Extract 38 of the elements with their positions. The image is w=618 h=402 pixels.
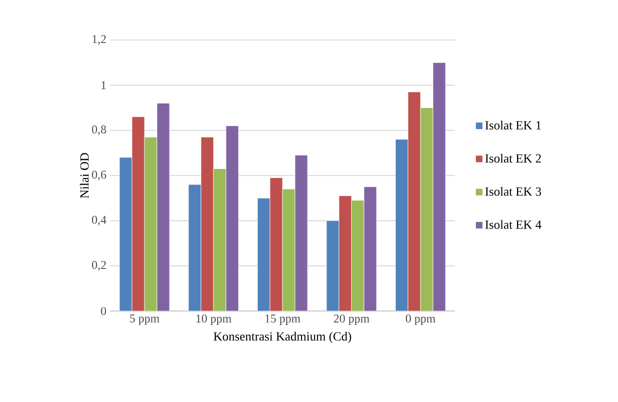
y-tick-label: 1,2 bbox=[92, 35, 106, 45]
bar bbox=[188, 184, 202, 311]
bar bbox=[156, 103, 170, 311]
bar bbox=[270, 178, 283, 311]
bar bbox=[119, 157, 132, 311]
bar bbox=[326, 220, 340, 311]
bar bbox=[144, 136, 158, 311]
y-axis-title: Nilai OD bbox=[80, 153, 89, 198]
bar bbox=[351, 200, 364, 311]
y-tick-label: 0 bbox=[100, 306, 106, 316]
y-tick-label: 0,8 bbox=[92, 125, 106, 136]
legend-label: Isolat EK 2 bbox=[485, 154, 541, 163]
x-tick-label: 20 ppm bbox=[334, 314, 370, 326]
bar bbox=[200, 136, 214, 311]
x-tick-label: 5 ppm bbox=[130, 314, 160, 325]
x-axis-title: Konsentrasi Kadmium (Cd) bbox=[214, 332, 352, 344]
legend-label: Isolat EK 1 bbox=[485, 120, 541, 130]
bar bbox=[226, 126, 239, 311]
bar bbox=[257, 198, 270, 311]
bar bbox=[213, 168, 226, 311]
bar bbox=[432, 62, 446, 311]
bar bbox=[132, 116, 145, 311]
bar bbox=[395, 139, 408, 311]
y-tick-label: 1 bbox=[102, 81, 106, 90]
bar bbox=[282, 188, 296, 311]
x-tick-label: 0 ppm bbox=[406, 314, 436, 326]
bar bbox=[420, 108, 434, 311]
bar bbox=[364, 186, 377, 311]
bar bbox=[294, 154, 308, 311]
x-tick-label: 10 ppm bbox=[196, 314, 232, 326]
bar bbox=[408, 92, 421, 311]
y-tick-label: 0,6 bbox=[92, 170, 106, 180]
y-tick-label: 0,2 bbox=[92, 260, 106, 271]
x-tick-label: 15 ppm bbox=[265, 314, 300, 325]
legend-label: Isolat EK 4 bbox=[485, 220, 542, 229]
bar bbox=[338, 196, 352, 311]
legend-label: Isolat EK 3 bbox=[485, 186, 542, 196]
y-tick-label: 0,4 bbox=[92, 216, 106, 226]
